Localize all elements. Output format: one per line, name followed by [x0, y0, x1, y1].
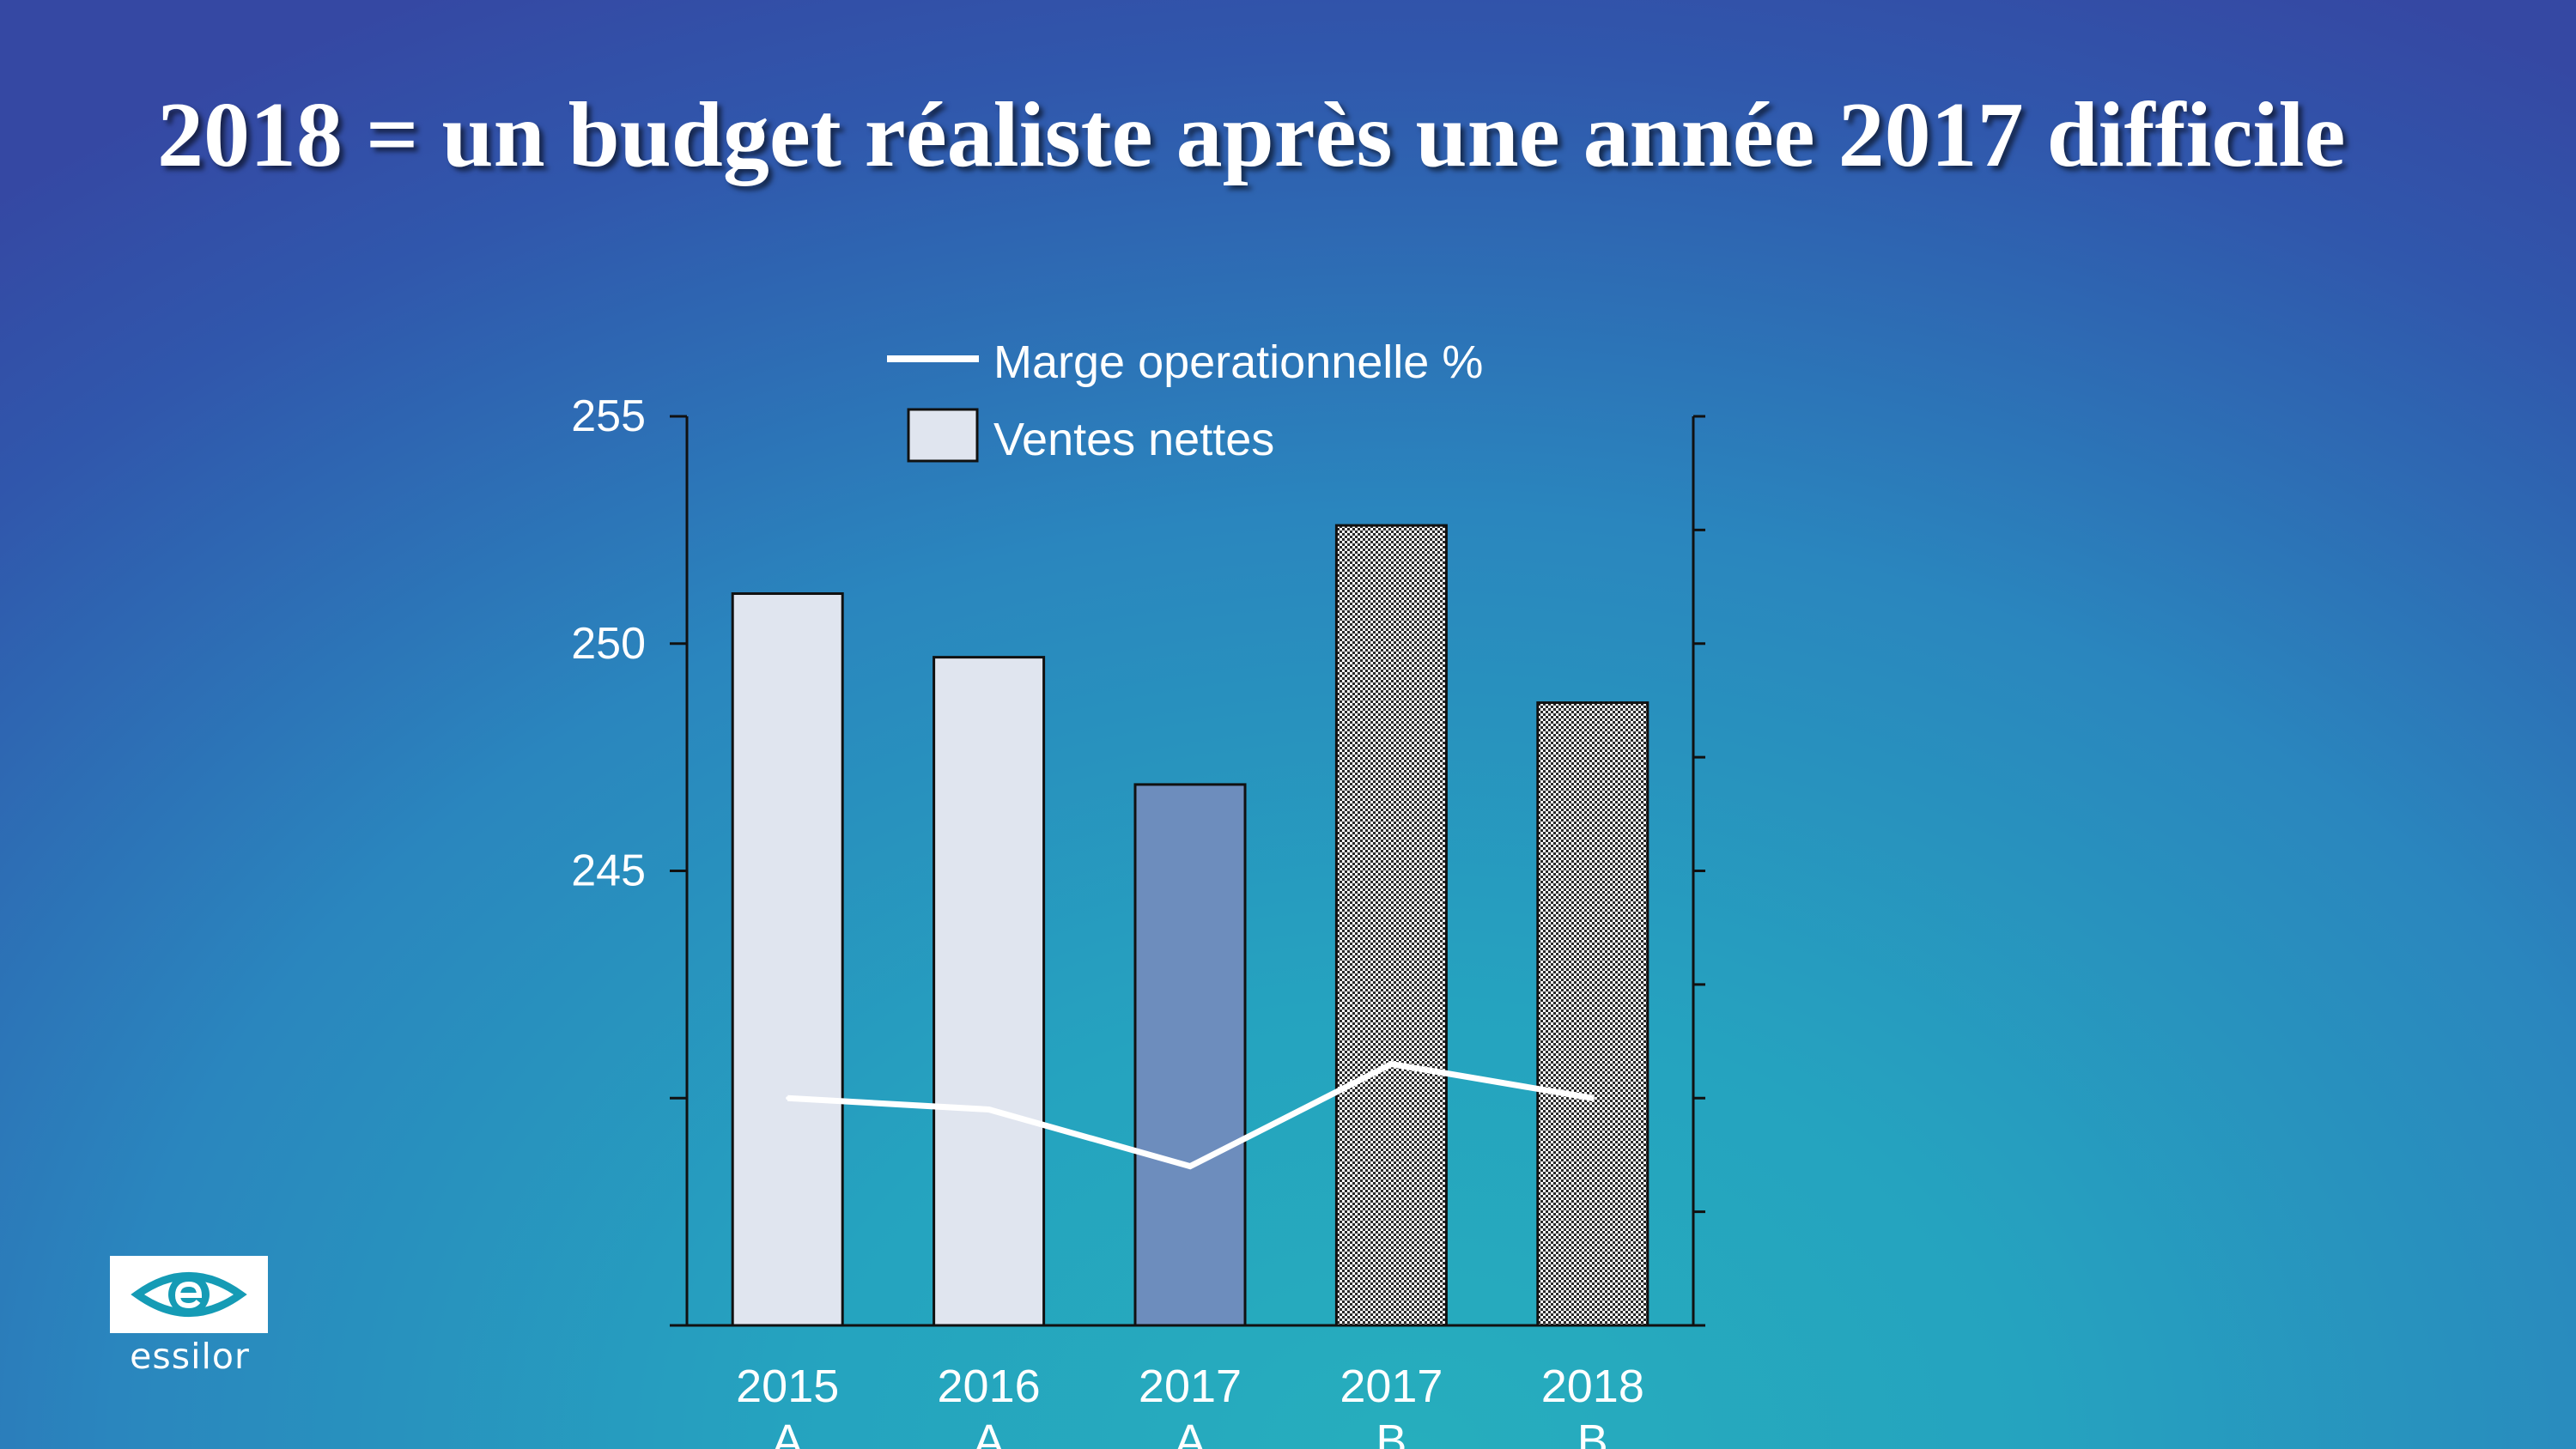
essilor-eye-logo-icon: [110, 1256, 268, 1333]
line-point: [1188, 1164, 1192, 1168]
x-tick-label-status: B: [1376, 1416, 1406, 1449]
line-layer: [786, 1060, 1595, 1170]
ticks-layer: 255 250 245 2015 A 2016 A 2017 A 2017 B 2018 B: [571, 391, 1705, 1449]
line-point: [1590, 1096, 1595, 1100]
essilor-logo: essilor: [110, 1256, 270, 1381]
x-tick-label-status: B: [1577, 1416, 1608, 1449]
x-tick-label-status: A: [1175, 1416, 1206, 1449]
y-tick-label: 245: [571, 846, 646, 896]
x-tick-label-year: 2018: [1541, 1361, 1644, 1412]
x-tick-label-status: A: [772, 1416, 803, 1449]
bars-layer: [731, 524, 1649, 1327]
bar-2015-A: [731, 592, 844, 1327]
x-tick-label-year: 2017: [1139, 1361, 1242, 1412]
slide-title: 2018 = un budget réaliste après une anné…: [157, 84, 2346, 186]
bar-2018-B: [1536, 701, 1649, 1327]
x-tick-label-year: 2015: [736, 1361, 839, 1412]
legend: Marge operationnelle % Ventes nettes: [887, 336, 1483, 465]
line-point: [987, 1107, 991, 1112]
y-tick-label: 250: [571, 619, 646, 669]
x-tick-label-year: 2017: [1340, 1361, 1443, 1412]
x-tick-label-status: A: [974, 1416, 1005, 1449]
legend-label-ventes: Ventes nettes: [993, 414, 1274, 465]
bar-2016-A: [933, 656, 1046, 1327]
line-point: [1389, 1062, 1394, 1066]
bar-2017-A: [1133, 783, 1247, 1327]
y-tick-label: 255: [571, 391, 646, 441]
legend-label-marge: Marge operationnelle %: [993, 336, 1483, 388]
bar-2017-B: [1334, 524, 1448, 1327]
legend-bar-swatch: [907, 408, 979, 463]
logo-wordmark: essilor: [130, 1336, 250, 1377]
line-point: [786, 1096, 790, 1100]
x-tick-label-year: 2016: [938, 1361, 1041, 1412]
